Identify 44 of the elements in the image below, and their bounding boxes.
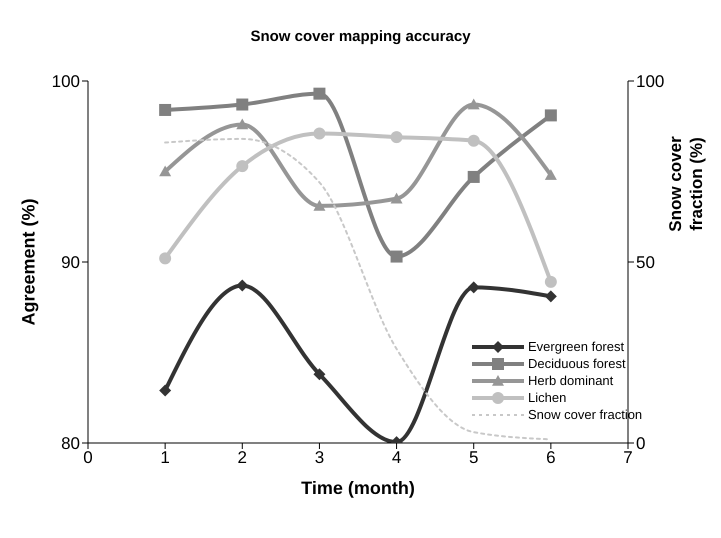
x-tick-label: 2	[238, 448, 248, 468]
x-tick-label: 3	[314, 448, 324, 468]
x-tick-label: 6	[546, 448, 556, 468]
point	[159, 252, 172, 264]
y2-tick-label: 100	[636, 72, 664, 92]
point	[390, 192, 403, 204]
point	[544, 276, 557, 288]
point	[313, 88, 326, 100]
y-tick-label: 80	[61, 434, 80, 454]
point	[159, 104, 172, 116]
legend-label: Lichen	[528, 390, 566, 405]
point	[236, 98, 248, 111]
x-tick-label: 0	[83, 448, 93, 468]
point	[313, 127, 326, 140]
point	[468, 170, 480, 183]
legend-label: Deciduous forest	[528, 356, 626, 371]
legend-label: Herb dominant	[528, 373, 614, 388]
point	[159, 384, 172, 397]
point	[544, 290, 557, 302]
y-axis-title: Agreement (%)	[18, 198, 38, 326]
point	[468, 98, 480, 110]
point	[159, 166, 172, 176]
point	[544, 169, 557, 180]
point	[313, 200, 326, 211]
point	[236, 280, 248, 292]
y2-axis-title: Snow cover fraction (%)	[666, 136, 706, 232]
point	[236, 160, 248, 172]
point	[468, 134, 480, 147]
point	[313, 368, 326, 380]
x-tick-label: 1	[160, 448, 170, 468]
x-tick-label: 5	[468, 448, 478, 468]
y2-tick-label: 0	[636, 434, 646, 454]
x-tick-label: 4	[392, 448, 402, 468]
x-tick-label: 7	[623, 448, 633, 468]
chart-title: Snow cover mapping accuracy	[249, 28, 472, 45]
y-tick-label: 90	[61, 253, 80, 272]
legend-label: Evergreen forest	[528, 339, 624, 354]
x-axis-title: Time (month)	[301, 478, 415, 498]
y-tick-label: 100	[52, 72, 80, 92]
point	[236, 118, 248, 130]
point	[544, 109, 557, 122]
point	[390, 131, 403, 144]
point	[390, 250, 403, 263]
y2-tick-label: 50	[636, 253, 655, 272]
